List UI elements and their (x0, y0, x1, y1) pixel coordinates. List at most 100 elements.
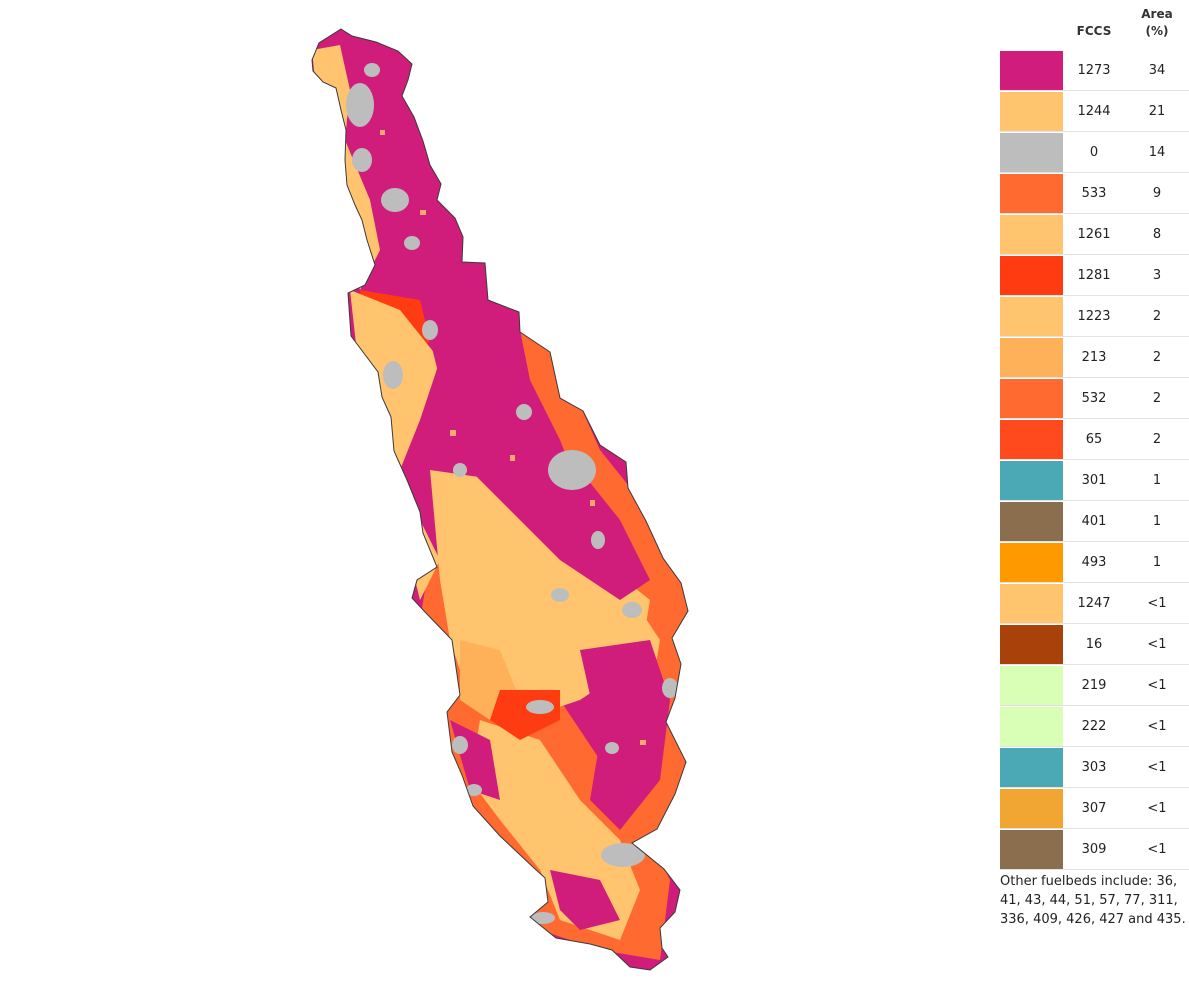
legend-table: FCCS Area (%) 1273 34 1244 21 0 14 533 9 1261 8 12… (1000, 0, 1189, 870)
legend-area-percent: 21 (1125, 90, 1189, 132)
legend-row: 1273 34 (1000, 50, 1189, 91)
legend-code-header: FCCS (1076, 24, 1112, 38)
legend-body: 1273 34 1244 21 0 14 533 9 1261 8 1281 3 1223 2 213 2 53… (1000, 50, 1189, 870)
legend-swatch-color (1000, 337, 1063, 377)
legend-swatch (1000, 336, 1063, 378)
legend-fccs-code: 301 (1063, 459, 1125, 501)
legend-area-percent: <1 (1125, 746, 1189, 788)
legend-swatch (1000, 213, 1063, 255)
legend-swatch (1000, 295, 1063, 337)
legend-area-percent: 1 (1125, 459, 1189, 501)
legend-fccs-code: 0 (1063, 131, 1125, 173)
legend-swatch (1000, 131, 1063, 173)
legend-header-row: FCCS Area (%) (1000, 0, 1189, 50)
legend-swatch (1000, 377, 1063, 419)
legend-row: 0 14 (1000, 131, 1189, 173)
legend-row: 1281 3 (1000, 254, 1189, 296)
other-fuelbeds-note: Other fuelbeds include: 36, 41, 43, 44, … (1000, 874, 1186, 927)
legend-row: 532 2 (1000, 377, 1189, 419)
legend-swatch-color (1000, 829, 1063, 869)
legend-fccs-code: 65 (1063, 418, 1125, 460)
texture-speckles (380, 130, 646, 786)
legend-row: 16 <1 (1000, 623, 1189, 665)
legend-swatch-color (1000, 747, 1063, 787)
legend-swatch (1000, 459, 1063, 501)
legend-swatch-color (1000, 460, 1063, 500)
legend-fccs-code: 309 (1063, 828, 1125, 870)
legend-swatch (1000, 582, 1063, 624)
legend-swatch (1000, 623, 1063, 665)
legend-swatch-color (1000, 501, 1063, 541)
legend-swatch-color (1000, 50, 1063, 90)
legend-fccs-code: 532 (1063, 377, 1125, 419)
legend-swatch-color (1000, 665, 1063, 705)
legend-swatch-color (1000, 706, 1063, 746)
legend-fccs-code: 533 (1063, 172, 1125, 214)
fuel-1273-tail (550, 870, 620, 930)
legend-row: 309 <1 (1000, 828, 1189, 870)
legend-row: 493 1 (1000, 541, 1189, 583)
legend-fccs-code: 401 (1063, 500, 1125, 542)
legend-row: 301 1 (1000, 459, 1189, 501)
legend-area-percent: 2 (1125, 336, 1189, 378)
legend-area-percent: 9 (1125, 172, 1189, 214)
legend-row: 1261 8 (1000, 213, 1189, 255)
legend-swatch (1000, 418, 1063, 460)
legend-area-percent: 1 (1125, 500, 1189, 542)
fuelbed-map (311, 28, 689, 971)
legend-area-header-line2: (%) (1145, 24, 1169, 38)
legend-area-percent: 2 (1125, 295, 1189, 337)
legend-swatch-color (1000, 296, 1063, 336)
legend-swatch-color (1000, 91, 1063, 131)
legend: FCCS Area (%) 1273 34 1244 21 0 14 533 9 1261 8 12… (1000, 0, 1189, 929)
legend-swatch-color (1000, 624, 1063, 664)
fuel-1273-southeast (580, 640, 670, 830)
legend-swatch (1000, 828, 1063, 870)
legend-row: 1223 2 (1000, 295, 1189, 337)
legend-swatch-color (1000, 583, 1063, 623)
legend-area-percent: <1 (1125, 828, 1189, 870)
legend-swatch (1000, 664, 1063, 706)
legend-fccs-code: 1281 (1063, 254, 1125, 296)
legend-swatch (1000, 50, 1063, 91)
legend-swatch-color (1000, 542, 1063, 582)
legend-row: 307 <1 (1000, 787, 1189, 829)
legend-fccs-code: 1273 (1063, 50, 1125, 91)
legend-fccs-code: 307 (1063, 787, 1125, 829)
legend-swatch (1000, 746, 1063, 788)
legend-area-header-line1: Area (1141, 7, 1173, 21)
legend-swatch-header (1000, 0, 1063, 50)
legend-row: 401 1 (1000, 500, 1189, 542)
legend-row: 303 <1 (1000, 746, 1189, 788)
legend-fccs-code: 1244 (1063, 90, 1125, 132)
legend-row: 219 <1 (1000, 664, 1189, 706)
legend-row: 1244 21 (1000, 90, 1189, 132)
legend-swatch-color (1000, 378, 1063, 418)
legend-swatch (1000, 172, 1063, 214)
legend-row: 222 <1 (1000, 705, 1189, 747)
fuel-1273-north (350, 50, 540, 470)
legend-swatch-color (1000, 788, 1063, 828)
legend-swatch-color (1000, 173, 1063, 213)
fuel-1273-mid (440, 400, 650, 600)
legend-area-header: Area (%) (1125, 0, 1189, 50)
legend-swatch (1000, 705, 1063, 747)
legend-area-percent: 14 (1125, 131, 1189, 173)
legend-swatch (1000, 787, 1063, 829)
legend-fccs-code: 493 (1063, 541, 1125, 583)
legend-area-percent: 2 (1125, 418, 1189, 460)
legend-area-percent: <1 (1125, 787, 1189, 829)
legend-row: 213 2 (1000, 336, 1189, 378)
legend-swatch-color (1000, 132, 1063, 172)
legend-swatch (1000, 500, 1063, 542)
legend-area-percent: 3 (1125, 254, 1189, 296)
legend-fccs-code: 222 (1063, 705, 1125, 747)
legend-area-percent: 8 (1125, 213, 1189, 255)
legend-fccs-code: 303 (1063, 746, 1125, 788)
legend-swatch (1000, 541, 1063, 583)
legend-area-percent: 2 (1125, 377, 1189, 419)
legend-fccs-code: 1261 (1063, 213, 1125, 255)
legend-area-percent: <1 (1125, 705, 1189, 747)
legend-swatch-color (1000, 255, 1063, 295)
legend-swatch (1000, 90, 1063, 132)
